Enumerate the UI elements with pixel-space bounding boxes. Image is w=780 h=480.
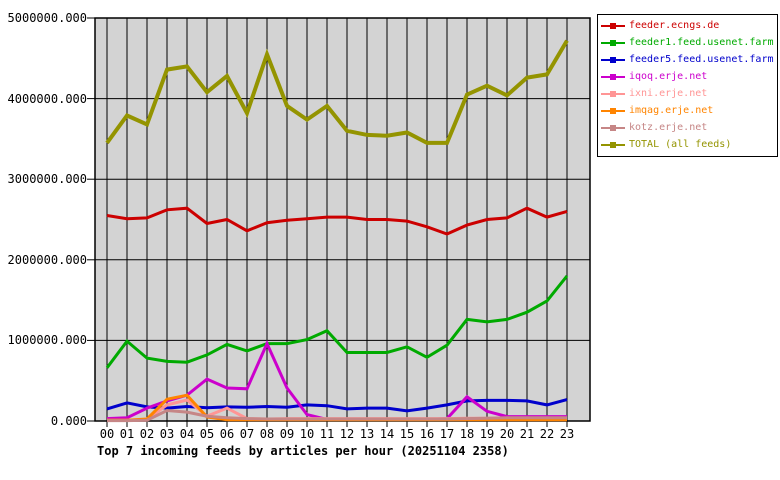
x-axis-tick-label: 22	[539, 427, 555, 441]
legend-label: feeder1.feed.usenet.farm	[629, 36, 774, 48]
legend-label: iqoq.erje.net	[629, 70, 708, 82]
x-axis-tick-label: 03	[159, 427, 175, 441]
x-axis-tick-label: 13	[359, 427, 375, 441]
x-axis-tick-label: 04	[179, 427, 195, 441]
x-axis-tick-label: 08	[259, 427, 275, 441]
legend-line-marker-icon	[601, 91, 625, 98]
x-axis-tick-label: 23	[559, 427, 575, 441]
chart-title: Top 7 incoming feeds by articles per hou…	[97, 444, 509, 458]
x-axis-tick-label: 20	[499, 427, 515, 441]
legend-line-marker-icon	[601, 142, 625, 149]
x-axis-tick-label: 01	[119, 427, 135, 441]
legend-item-total-all-feeds: TOTAL (all feeds)	[601, 137, 777, 153]
x-axis-tick-label: 09	[279, 427, 295, 441]
x-axis-tick-label: 12	[339, 427, 355, 441]
legend-line-marker-icon	[601, 39, 625, 46]
legend-label: feeder5.feed.usenet.farm	[629, 53, 774, 65]
legend-line-marker-icon	[601, 73, 625, 80]
legend: feeder.ecngs.de feeder1.feed.usenet.farm f…	[597, 14, 778, 157]
legend-label: imqag.erje.net	[629, 105, 714, 117]
x-axis-tick-label: 07	[239, 427, 255, 441]
x-axis-tick-label: 10	[299, 427, 315, 441]
legend-label: TOTAL (all feeds)	[629, 139, 732, 151]
y-axis-tick-label: 5000000.000	[7, 11, 87, 25]
y-axis-tick-label: 1000000.000	[7, 333, 87, 348]
y-axis-tick-label: 0.000	[50, 414, 87, 428]
legend-label: ixni.erje.net	[629, 88, 708, 100]
x-axis-tick-label: 06	[219, 427, 235, 441]
y-axis-tick-label: 4000000.000	[7, 91, 87, 106]
legend-line-marker-icon	[601, 108, 625, 115]
x-axis-tick-label: 14	[379, 427, 395, 441]
series-line-feeder5-feed-usenet-farm	[106, 398, 568, 413]
legend-item-iqoq-erje-net: iqoq.erje.net	[601, 69, 777, 85]
series-line-total-all-feeds	[105, 39, 569, 145]
x-axis-tick-label: 00	[99, 427, 115, 441]
y-axis-tick-label: 2000000.000	[7, 252, 87, 267]
legend-item-imqag-erje-net: imqag.erje.net	[601, 103, 777, 119]
x-axis-tick-label: 18	[459, 427, 475, 441]
x-axis-tick-label: 02	[139, 427, 155, 441]
x-axis-tick-label: 16	[419, 427, 435, 441]
legend-line-marker-icon	[601, 22, 625, 29]
y-axis-tick-label: 3000000.000	[7, 172, 87, 187]
legend-label: kotz.erje.net	[629, 122, 708, 134]
legend-label: feeder.ecngs.de	[629, 19, 720, 31]
series-line-feeder1-feed-usenet-farm	[105, 274, 569, 369]
x-axis-tick-label: 17	[439, 427, 455, 441]
x-axis-tick-label: 11	[319, 427, 335, 441]
x-axis-tick-label: 15	[399, 427, 415, 441]
legend-item-kotz-erje-net: kotz.erje.net	[601, 120, 777, 136]
x-axis-tick-label: 21	[519, 427, 535, 441]
legend-item-ixni-erje-net: ixni.erje.net	[601, 86, 777, 102]
series-line-feeder-ecngs-de	[106, 206, 568, 236]
x-axis-tick-label: 19	[479, 427, 495, 441]
legend-item-feeder1-feed-usenet-farm: feeder1.feed.usenet.farm	[601, 35, 777, 51]
legend-line-marker-icon	[601, 56, 625, 63]
series-line-kotz-erje-net	[107, 408, 567, 423]
x-axis-tick-label: 05	[199, 427, 215, 441]
legend-item-feeder5-feed-usenet-farm: feeder5.feed.usenet.farm	[601, 52, 777, 68]
legend-line-marker-icon	[601, 125, 625, 132]
legend-item-feeder-ecngs-de: feeder.ecngs.de	[601, 18, 777, 34]
